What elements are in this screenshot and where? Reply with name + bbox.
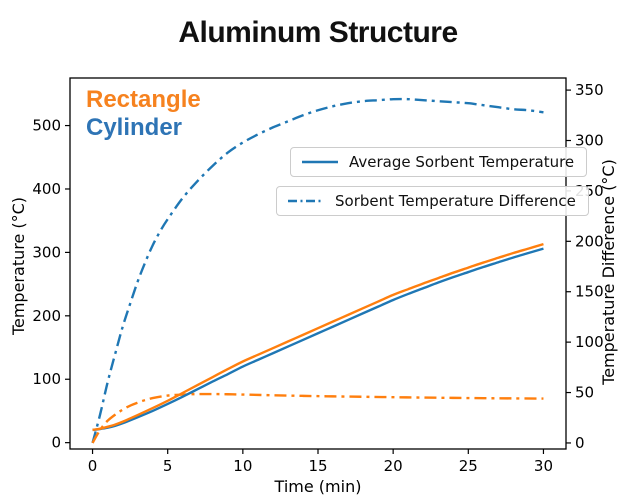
- y-right-tick-label: 200: [575, 232, 604, 250]
- legend-solid-line-icon: [302, 160, 338, 164]
- chart-title: Aluminum Structure: [178, 16, 458, 49]
- y-left-tick-label: 300: [32, 243, 61, 261]
- y-right-tick-label: 50: [575, 384, 594, 402]
- y-right-tick-label: 300: [575, 132, 604, 150]
- y-left-tick-label: 100: [32, 370, 61, 388]
- y-right-axis-label: Temperature Difference (°C): [599, 159, 618, 386]
- legend-sorbent-temperature-difference: Sorbent Temperature Difference: [276, 186, 589, 216]
- legend-label: Average Sorbent Temperature: [349, 153, 575, 171]
- legend-average-sorbent-temperature: Average Sorbent Temperature: [290, 147, 588, 177]
- y-right-tick-label: 350: [575, 81, 604, 99]
- x-tick-label: 20: [384, 457, 403, 475]
- y-right-tick-label: 150: [575, 283, 604, 301]
- y-left-tick-label: 0: [51, 434, 61, 452]
- series-rectangle_temp_difference: [91, 392, 544, 444]
- y-left-tick-label: 400: [32, 180, 61, 198]
- x-tick-label: 0: [88, 457, 98, 475]
- y-left-tick-label: 200: [32, 307, 61, 325]
- y-right-tick-label: 0: [575, 434, 585, 452]
- annotation-cylinder: Cylinder: [86, 114, 183, 141]
- series-rectangle_average_temperature: [92, 243, 544, 432]
- x-tick-label: 25: [459, 457, 478, 475]
- y-right-tick-label: 100: [575, 333, 604, 351]
- y-left-tick-label: 500: [32, 117, 61, 135]
- series-cylinder_average_temperature: [92, 247, 544, 432]
- x-axis-label: Time (min): [274, 477, 362, 496]
- annotation-rectangle: Rectangle: [86, 86, 201, 113]
- x-tick-label: 15: [308, 457, 327, 475]
- x-tick-label: 10: [233, 457, 252, 475]
- x-tick-label: 5: [163, 457, 173, 475]
- legend-dashdot-line-icon: [288, 199, 324, 203]
- y-left-axis-label: Temperature (°C): [9, 197, 28, 336]
- x-tick-label: 30: [534, 457, 553, 475]
- legend-label: Sorbent Temperature Difference: [335, 192, 576, 210]
